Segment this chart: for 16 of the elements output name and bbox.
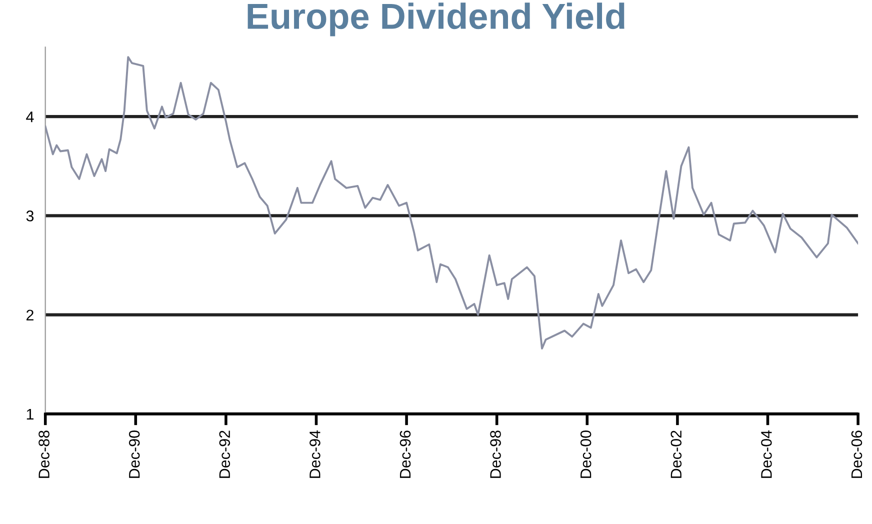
x-tick-label: Dec-00: [580, 430, 592, 478]
y-tick-label: 3: [26, 210, 34, 222]
x-tick-label: Dec-90: [128, 430, 140, 478]
y-tick-label: 1: [26, 408, 34, 420]
y-tick-label: 4: [26, 112, 34, 122]
x-tick-label: Dec-92: [219, 430, 230, 478]
x-tick-label: Dec-06: [851, 430, 862, 478]
x-tick-label: Dec-88: [38, 430, 50, 478]
x-tick-label: Dec-96: [400, 430, 411, 478]
x-tick-label: Dec-94: [310, 430, 320, 478]
x-tick-label: Dec-04: [761, 430, 772, 478]
y-tick-label: 2: [26, 310, 34, 320]
line-series: [45, 56, 858, 350]
x-tick-label: Dec-98: [490, 430, 501, 478]
chart-title: Europe Dividend Yield: [248, 2, 624, 36]
x-tick-label: Dec-02: [670, 430, 682, 478]
